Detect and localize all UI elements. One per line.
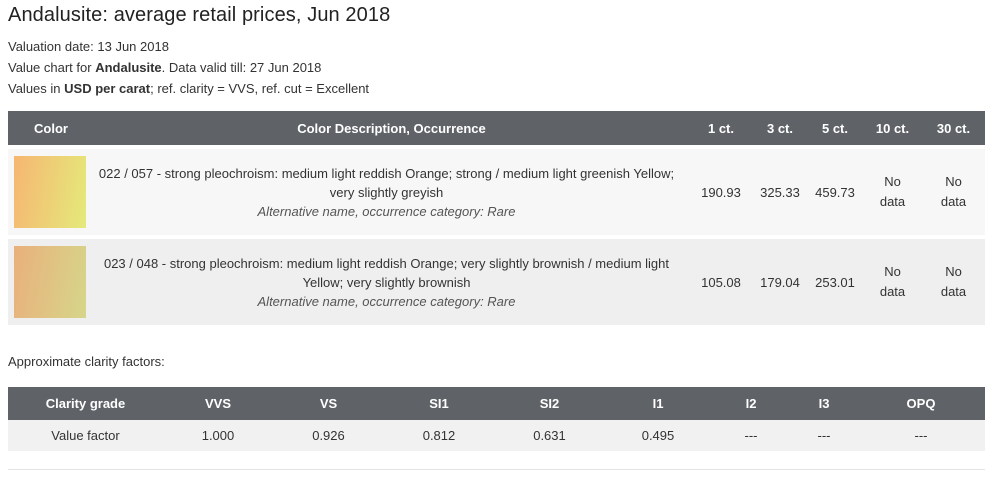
price-10ct: No data <box>863 239 922 325</box>
units-line: Values in USD per carat; ref. clarity = … <box>8 81 369 96</box>
header-i2: I2 <box>711 387 791 420</box>
header-5ct: 5 ct. <box>807 111 863 145</box>
bottom-divider <box>8 469 985 470</box>
units-prefix: Values in <box>8 81 65 96</box>
factor-vs: 0.926 <box>273 420 384 451</box>
page-title: Andalusite: average retail prices, Jun 2… <box>8 4 391 26</box>
no-data-30ct: No data <box>940 264 967 299</box>
header-si1: SI1 <box>384 387 494 420</box>
occurrence-note: Alternative name, occurrence category: R… <box>257 203 516 219</box>
header-i3: I3 <box>791 387 857 420</box>
factor-si1: 0.812 <box>384 420 494 451</box>
price-10ct: No data <box>863 149 922 235</box>
clarity-value-row: Value factor 1.000 0.926 0.812 0.631 0.4… <box>8 420 985 451</box>
no-data-30ct: No data <box>940 174 967 209</box>
price-3ct: 179.04 <box>753 239 807 325</box>
no-data-10ct: No data <box>879 264 906 299</box>
color-description: 023 / 048 - strong pleochroism: medium l… <box>103 255 670 290</box>
price-30ct: No data <box>922 149 985 235</box>
header-color: Color <box>8 111 94 145</box>
price-1ct: 105.08 <box>689 239 753 325</box>
header-si2: SI2 <box>494 387 605 420</box>
price-row: 022 / 057 - strong pleochroism: medium l… <box>8 149 985 235</box>
valid-till-line: Value chart for Andalusite. Data valid t… <box>8 60 321 75</box>
gem-name: Andalusite <box>95 60 162 75</box>
factor-i1: 0.495 <box>605 420 711 451</box>
price-30ct: No data <box>922 239 985 325</box>
occurrence-note: Alternative name, occurrence category: R… <box>257 293 516 309</box>
price-row: 023 / 048 - strong pleochroism: medium l… <box>8 239 985 325</box>
valuation-date: Valuation date: 13 Jun 2018 <box>8 39 169 54</box>
header-vvs: VVS <box>163 387 273 420</box>
factor-i3: --- <box>791 420 857 451</box>
description-cell: 022 / 057 - strong pleochroism: medium l… <box>94 149 689 235</box>
units-unit: USD per carat <box>64 81 151 96</box>
header-vs: VS <box>273 387 384 420</box>
color-description: 022 / 057 - strong pleochroism: medium l… <box>98 165 675 200</box>
header-i1: I1 <box>605 387 711 420</box>
factor-i2: --- <box>711 420 791 451</box>
price-header-row: Color Color Description, Occurrence 1 ct… <box>8 111 985 145</box>
factor-vvs: 1.000 <box>163 420 273 451</box>
header-10ct: 10 ct. <box>863 111 922 145</box>
factor-opq: --- <box>857 420 985 451</box>
no-data-10ct: No data <box>879 174 906 209</box>
price-table: Color Color Description, Occurrence 1 ct… <box>8 111 985 325</box>
description-cell: 023 / 048 - strong pleochroism: medium l… <box>94 239 689 325</box>
header-description: Color Description, Occurrence <box>94 111 689 145</box>
header-1ct: 1 ct. <box>689 111 753 145</box>
valid-suffix: . Data valid till: 27 Jun 2018 <box>161 60 322 75</box>
header-clarity-grade: Clarity grade <box>8 387 163 420</box>
header-opq: OPQ <box>857 387 985 420</box>
header-3ct: 3 ct. <box>753 111 807 145</box>
color-swatch <box>14 246 86 318</box>
value-factor-label: Value factor <box>8 420 163 451</box>
factor-si2: 0.631 <box>494 420 605 451</box>
units-suffix: ; ref. clarity = VVS, ref. cut = Excelle… <box>150 81 370 96</box>
clarity-table: Clarity grade VVS VS SI1 SI2 I1 I2 I3 OP… <box>8 387 985 451</box>
clarity-section-label: Approximate clarity factors: <box>8 354 165 369</box>
price-3ct: 325.33 <box>753 149 807 235</box>
price-5ct: 253.01 <box>807 239 863 325</box>
valid-prefix: Value chart for <box>8 60 96 75</box>
color-swatch <box>14 156 86 228</box>
price-1ct: 190.93 <box>689 149 753 235</box>
header-30ct: 30 ct. <box>922 111 985 145</box>
clarity-header-row: Clarity grade VVS VS SI1 SI2 I1 I2 I3 OP… <box>8 387 985 420</box>
price-5ct: 459.73 <box>807 149 863 235</box>
